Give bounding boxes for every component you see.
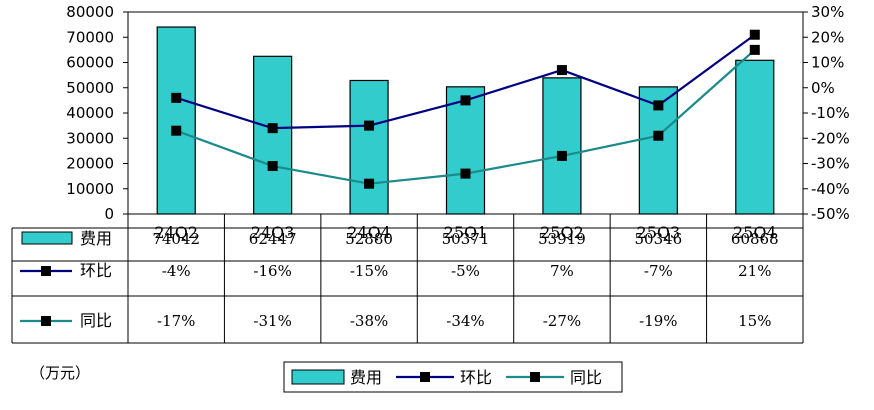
table-cell: -31%: [253, 312, 291, 330]
legend-marker-yoy: [530, 372, 540, 382]
mom-point-24Q2: [171, 92, 182, 103]
yoy-point-24Q3: [267, 161, 278, 172]
table-cell: -38%: [350, 312, 388, 330]
table-cell: -19%: [639, 312, 677, 330]
right-axis-tick-label: 30%: [811, 3, 844, 21]
left-axis-tick-label: 0: [104, 205, 114, 223]
yoy-point-24Q2: [171, 125, 182, 136]
table-cell: -5%: [451, 262, 480, 280]
legend-label-mom: 环比: [460, 368, 492, 387]
table-cell: -15%: [350, 262, 388, 280]
bar-24Q3: [253, 55, 293, 215]
right-axis-tick-label: 10%: [811, 54, 844, 72]
table-cell: 50346: [634, 230, 682, 248]
mom-point-25Q3: [653, 100, 664, 111]
left-axis-tick-label: 40000: [66, 104, 114, 122]
table-cell: 53919: [538, 230, 586, 248]
table-cell: 60868: [731, 230, 779, 248]
mom-point-25Q1: [460, 95, 471, 106]
bar-24Q4: [349, 79, 389, 215]
category-label: 25Q1: [444, 223, 488, 242]
right-axis-tick-label: 0%: [811, 79, 835, 97]
left-axis-tick-label: 10000: [66, 180, 114, 198]
left-axis-tick-label: 50000: [66, 79, 114, 97]
table-cell: 7%: [550, 262, 574, 280]
table-cell: 62447: [249, 230, 297, 248]
row-key-yoy-marker: [41, 316, 51, 326]
table-cell: 21%: [738, 262, 771, 280]
legend-marker-mom: [420, 372, 430, 382]
table-cell: -27%: [543, 312, 581, 330]
table-cell: -4%: [162, 262, 191, 280]
table-cell: 50371: [442, 230, 490, 248]
bar-25Q1: [445, 86, 486, 215]
yoy-point-24Q4: [364, 178, 375, 189]
bar-25Q2: [542, 77, 582, 215]
legend-label-yoy: 同比: [570, 368, 602, 387]
category-label: 24Q2: [154, 223, 198, 242]
category-label: 25Q3: [637, 223, 681, 242]
table-cell: -7%: [644, 262, 673, 280]
yoy-point-25Q4: [749, 44, 760, 55]
bar-25Q4: [735, 59, 775, 215]
table-cell: -16%: [253, 262, 291, 280]
mom-point-24Q4: [364, 120, 375, 131]
table-cell: 74042: [152, 230, 200, 248]
right-axis-tick-label: -30%: [811, 155, 850, 173]
table-cell: 52880: [345, 230, 393, 248]
left-axis-tick-label: 70000: [66, 28, 114, 46]
right-axis-tick-label: -10%: [811, 104, 850, 122]
category-label: 25Q2: [540, 223, 584, 242]
left-axis-tick-label: 60000: [66, 54, 114, 72]
table-cell: 15%: [738, 312, 771, 330]
category-label: 25Q4: [733, 223, 777, 242]
right-axis-tick-label: 20%: [811, 28, 844, 46]
yoy-point-25Q3: [653, 130, 664, 141]
category-label: 24Q4: [347, 223, 391, 242]
table-cell: -17%: [157, 312, 195, 330]
row-key-bar-swatch: [21, 231, 73, 245]
mom-point-24Q3: [267, 123, 278, 134]
row-header-mom: 环比: [80, 261, 112, 280]
bar-24Q2: [156, 26, 196, 215]
left-axis-tick-label: 30000: [66, 129, 114, 147]
row-header-yoy: 同比: [80, 311, 112, 330]
legend-label-expense: 费用: [350, 368, 382, 387]
left-axis-tick-label: 20000: [66, 155, 114, 173]
table-cell: -34%: [446, 312, 484, 330]
row-header-expense: 费用: [80, 229, 112, 248]
mom-point-25Q4: [749, 29, 760, 40]
category-label: 24Q3: [251, 223, 295, 242]
yoy-point-25Q2: [556, 150, 567, 161]
left-axis-tick-label: 80000: [66, 3, 114, 21]
unit-label: （万元）: [30, 364, 91, 382]
right-axis-tick-label: -40%: [811, 180, 850, 198]
right-axis-tick-label: -50%: [811, 205, 850, 223]
yoy-point-25Q1: [460, 168, 471, 179]
legend-swatch-expense: [291, 369, 345, 385]
row-key-mom-marker: [41, 266, 51, 276]
mom-point-25Q2: [556, 65, 567, 76]
right-axis-tick-label: -20%: [811, 129, 850, 147]
